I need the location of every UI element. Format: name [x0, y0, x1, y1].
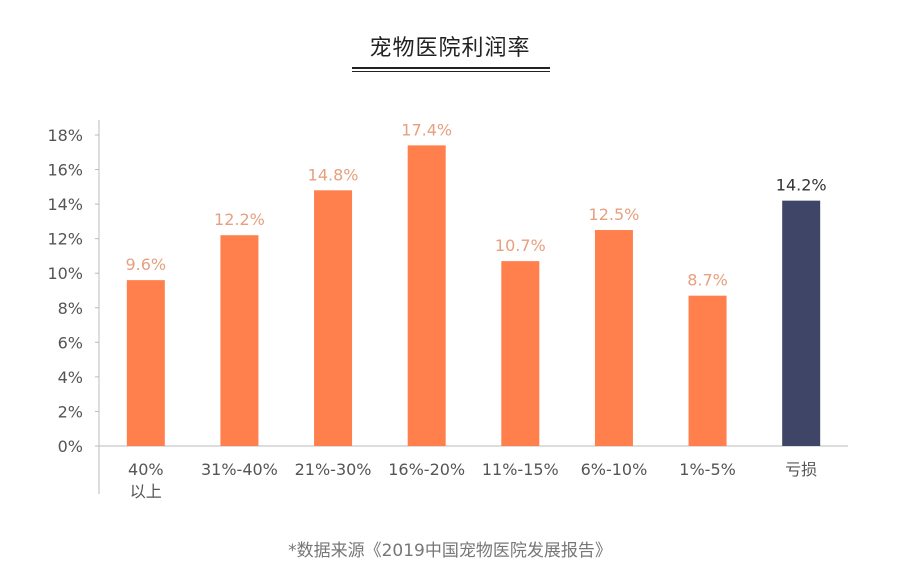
x-category-label: 1%-5% — [679, 460, 736, 479]
y-tick-label: 10% — [47, 264, 83, 283]
source-footnote: *数据来源《2019中国宠物医院发展报告》 — [288, 541, 612, 561]
bar-value-label: 14.2% — [776, 176, 827, 195]
bar — [407, 145, 446, 446]
bar-value-label: 8.7% — [687, 271, 728, 290]
bar — [501, 261, 540, 446]
x-category-label: 21%-30% — [295, 460, 372, 479]
x-category-label: 亏损 — [785, 460, 817, 479]
x-category-label: 16%-20% — [388, 460, 465, 479]
title-underline-thin — [352, 71, 550, 72]
x-category-label-line: 亏损 — [785, 460, 817, 479]
chart-title: 宠物医院利润率 — [369, 36, 531, 61]
y-tick-label: 12% — [47, 230, 83, 249]
y-tick-label: 2% — [58, 402, 83, 421]
bar — [782, 200, 821, 446]
y-tick-label: 18% — [47, 126, 83, 145]
x-category-label: 6%-10% — [581, 460, 648, 479]
title-underline — [352, 67, 550, 69]
bar — [594, 230, 633, 446]
x-category-label-line: 31%-40% — [201, 460, 278, 479]
x-category-label-line: 1%-5% — [679, 460, 736, 479]
x-category-label-line: 以上 — [130, 482, 162, 501]
bar-value-label: 14.8% — [308, 165, 359, 184]
bar — [314, 190, 353, 446]
y-tick-label: 16% — [47, 161, 83, 180]
x-category-label: 31%-40% — [201, 460, 278, 479]
y-tick-label: 8% — [58, 299, 83, 318]
y-tick-label: 14% — [47, 195, 83, 214]
x-category-label-line: 21%-30% — [295, 460, 372, 479]
x-category-label-line: 6%-10% — [581, 460, 648, 479]
y-tick-label: 4% — [58, 368, 83, 387]
bar — [688, 295, 727, 446]
bar-value-label: 9.6% — [125, 255, 166, 274]
bar — [126, 280, 165, 446]
x-category-label-line: 16%-20% — [388, 460, 465, 479]
bar-value-label: 10.7% — [495, 236, 546, 255]
bar-value-label: 12.2% — [214, 210, 265, 229]
y-tick-label: 0% — [58, 437, 83, 456]
x-category-label: 40% 以上 — [128, 460, 164, 501]
x-category-label: 11%-15% — [482, 460, 559, 479]
bar-value-label: 17.4% — [401, 120, 452, 139]
bar — [220, 235, 259, 446]
x-category-label-line: 40% — [128, 460, 164, 479]
y-tick-label: 6% — [58, 333, 83, 352]
bar-value-label: 12.5% — [589, 205, 640, 224]
x-category-label-line: 11%-15% — [482, 460, 559, 479]
